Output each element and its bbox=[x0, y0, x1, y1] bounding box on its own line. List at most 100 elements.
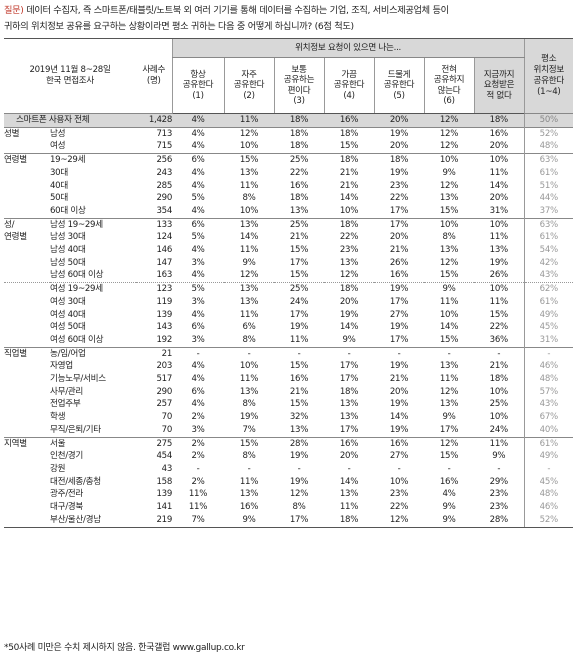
table-row: 남성 60대 이상 163 4% 12% 15% 12% 16% 15% 26% 43% bbox=[4, 269, 574, 283]
row-subgroup: 여성 40대 bbox=[50, 309, 86, 320]
percent-cell: 19% bbox=[374, 126, 424, 141]
percent-cell: 21% bbox=[489, 361, 509, 372]
percent-cell: 8% bbox=[242, 451, 256, 462]
row-category bbox=[4, 321, 50, 334]
percent-cell: 13% bbox=[339, 399, 359, 410]
percent-cell: 10% bbox=[489, 412, 509, 423]
percent-cell: 14% bbox=[439, 322, 459, 333]
percent-cell: 13% bbox=[289, 424, 309, 435]
percent-cell: 11% bbox=[188, 502, 208, 513]
percent-cell: 16% bbox=[324, 436, 374, 451]
percent-cell: 3% bbox=[191, 257, 205, 268]
percent-cell: 18% bbox=[274, 113, 324, 128]
percent-cell: 19% bbox=[374, 282, 424, 296]
percent-cell: 20% bbox=[489, 141, 509, 152]
percent-cell: 16% bbox=[474, 126, 525, 141]
percent-cell: - bbox=[374, 346, 424, 361]
row-subgroup: 서울 bbox=[50, 436, 136, 451]
percent-cell: 25% bbox=[489, 399, 509, 410]
percent-cell: 8% bbox=[442, 232, 456, 243]
sample-size-cell: 354 bbox=[156, 205, 172, 216]
percent-cell: 6% bbox=[172, 217, 224, 232]
percent-cell: 4% bbox=[191, 361, 205, 372]
percent-cell: 11% bbox=[289, 334, 309, 345]
percent-cell: 4% bbox=[172, 126, 224, 141]
column-header: 항상 공유한다 (1) bbox=[171, 57, 224, 114]
percent-cell: 9% bbox=[424, 282, 474, 296]
percent-cell: 23% bbox=[489, 489, 509, 500]
sample-size-cell: 139 bbox=[156, 309, 172, 320]
percent-cell: 3% bbox=[191, 296, 205, 307]
percent-cell: 10% bbox=[389, 476, 409, 487]
row-category bbox=[4, 257, 50, 270]
sample-size-cell: 192 bbox=[156, 334, 172, 345]
percent-cell: 18% bbox=[324, 126, 374, 141]
percent-cell: 3% bbox=[191, 334, 205, 345]
row-category bbox=[4, 309, 50, 322]
row-category bbox=[4, 205, 50, 218]
sample-size-cell: 257 bbox=[156, 399, 172, 410]
percent-cell: 22% bbox=[489, 322, 509, 333]
summary-cell: 42% bbox=[523, 256, 574, 270]
percent-cell: 22% bbox=[289, 167, 309, 178]
row-category bbox=[4, 450, 50, 463]
survey-info-header: 2019년 11월 8~28일 한국 면접조사 bbox=[4, 38, 136, 114]
summary-cell: 51% bbox=[523, 179, 574, 193]
sample-size-cell: 21 bbox=[136, 346, 172, 361]
row-category bbox=[4, 488, 50, 501]
percent-cell: 9% bbox=[342, 334, 356, 345]
summary-cell: 62% bbox=[523, 282, 574, 296]
percent-cell: 17% bbox=[439, 424, 459, 435]
percent-cell: 11% bbox=[339, 502, 359, 513]
percent-cell: 7% bbox=[242, 424, 256, 435]
percent-cell: 15% bbox=[289, 245, 309, 256]
table-row: 연령별 19~29세 256 6% 15% 25% 18% 18% 10% 10% 63% bbox=[4, 153, 574, 167]
percent-cell: 4% bbox=[442, 489, 456, 500]
percent-cell: - bbox=[424, 346, 474, 361]
percent-cell: 13% bbox=[239, 489, 259, 500]
percent-cell: 16% bbox=[389, 270, 409, 281]
percent-cell: 14% bbox=[239, 232, 259, 243]
percent-cell: - bbox=[497, 463, 501, 474]
row-subgroup: 여성 60대 이상 bbox=[50, 334, 104, 345]
row-category: 성별 bbox=[4, 126, 50, 141]
percent-cell: 20% bbox=[389, 386, 409, 397]
percent-cell: 4% bbox=[191, 309, 205, 320]
percent-cell: 16% bbox=[324, 113, 374, 128]
summary-cell: 61% bbox=[523, 295, 574, 309]
percent-cell: 9% bbox=[224, 513, 274, 528]
percent-cell: 19% bbox=[339, 309, 359, 320]
column-header: 보통 공유하는 편이다 (3) bbox=[273, 57, 324, 114]
percent-cell: 12% bbox=[439, 386, 459, 397]
percent-cell: 13% bbox=[439, 245, 459, 256]
percent-cell: 2% bbox=[191, 476, 205, 487]
sample-size-cell: 158 bbox=[156, 476, 172, 487]
row-category bbox=[4, 463, 50, 476]
percent-cell: 18% bbox=[289, 141, 309, 152]
summary-cell: 48% bbox=[523, 140, 574, 154]
sample-size-cell: 133 bbox=[136, 217, 172, 232]
table-row: 무직/은퇴/기타 70 3% 7% 13% 17% 19% 17% 24% 40% bbox=[4, 423, 574, 438]
percent-cell: 24% bbox=[489, 424, 509, 435]
percent-cell: 20% bbox=[389, 141, 409, 152]
percent-cell: 16% bbox=[289, 180, 309, 191]
sample-size-cell: 290 bbox=[156, 193, 172, 204]
table-row: 전업주부 257 4% 8% 15% 13% 19% 13% 25% 43% bbox=[4, 398, 574, 412]
summary-cell: 57% bbox=[523, 385, 574, 399]
table-row: 연령별 남성 30대 124 5% 14% 21% 22% 20% 8% 11% 61% bbox=[4, 231, 574, 245]
percent-cell: 13% bbox=[289, 205, 309, 216]
table-row: 학생 70 2% 19% 32% 13% 14% 9% 10% 67% bbox=[4, 411, 574, 424]
sample-size-cell: 143 bbox=[156, 322, 172, 333]
percent-cell: 12% bbox=[239, 270, 259, 281]
table-row: 지역별 서울 275 2% 15% 28% 16% 16% 12% 11% 61% bbox=[4, 436, 574, 451]
percent-cell: 25% bbox=[274, 217, 324, 232]
summary-cell: 54% bbox=[523, 244, 574, 257]
percent-cell: 10% bbox=[424, 217, 474, 232]
table-row: 대구/경북 141 11% 16% 8% 11% 22% 9% 23% 46% bbox=[4, 501, 574, 514]
percent-cell: 14% bbox=[339, 476, 359, 487]
percent-cell: 15% bbox=[439, 451, 459, 462]
percent-cell: 13% bbox=[439, 361, 459, 372]
summary-cell: 61% bbox=[523, 166, 574, 180]
row-category bbox=[4, 398, 50, 411]
